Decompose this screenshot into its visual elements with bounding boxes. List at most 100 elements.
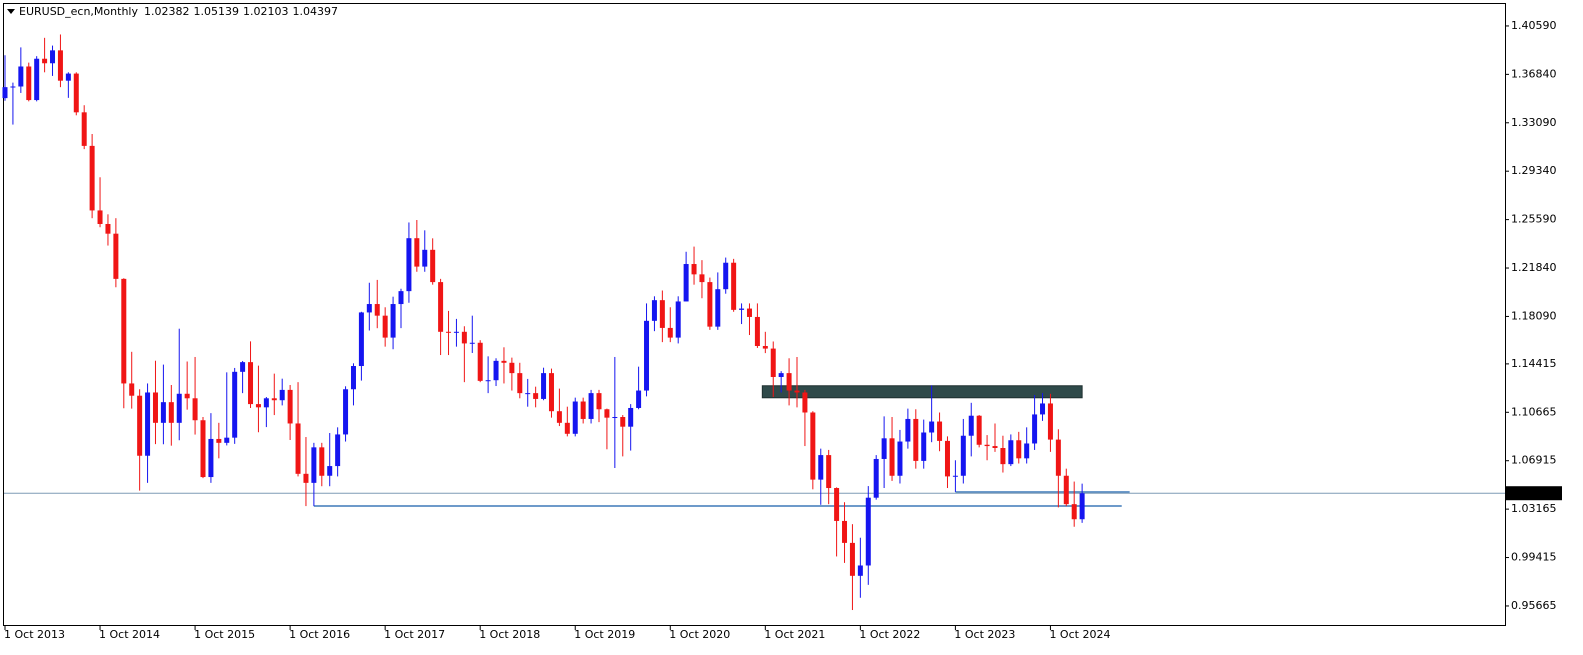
candle-body [1063, 475, 1069, 505]
candle-body [374, 304, 380, 316]
x-tick-label: 1 Oct 2022 [859, 628, 920, 641]
candle-body [509, 362, 515, 374]
candle-body [786, 373, 792, 391]
candle-body [770, 348, 776, 377]
candle-body [889, 438, 895, 476]
candle-body [34, 58, 40, 101]
candle-body [105, 223, 111, 234]
candle-body [842, 520, 848, 543]
price-label-box [1506, 486, 1562, 501]
candle-body [446, 331, 452, 333]
candle-body [588, 393, 594, 419]
x-tick-label: 1 Oct 2021 [764, 628, 825, 641]
plot-frame [3, 3, 1506, 626]
candle-body [976, 415, 982, 445]
candle-body [121, 278, 127, 384]
candle-body [612, 417, 618, 419]
x-tick-label: 1 Oct 2018 [479, 628, 540, 641]
candle-body [762, 346, 768, 349]
candle-body [667, 327, 673, 338]
candle-body [651, 300, 657, 321]
candle-body [485, 380, 491, 382]
resistance-zone [761, 385, 1083, 399]
candle-body [517, 373, 523, 394]
candle-body [137, 395, 143, 456]
low-value: 1.02103 [243, 5, 289, 18]
x-tick-label: 1 Oct 2015 [194, 628, 255, 641]
candle-body [849, 542, 855, 576]
y-tick-label: 0.95665 [1511, 599, 1557, 612]
candle-body [1047, 403, 1053, 440]
y-tick-label: 1.18090 [1511, 309, 1557, 322]
candle-body [184, 393, 190, 399]
candle-body [327, 466, 333, 476]
candle-body [469, 342, 475, 344]
menu-triangle[interactable] [7, 9, 15, 14]
candle-body [636, 390, 642, 408]
candle-body [921, 432, 927, 461]
candle-body [263, 398, 269, 408]
x-tick-label: 1 Oct 2016 [289, 628, 350, 641]
candle-body [1055, 439, 1061, 476]
candle-body [968, 415, 974, 436]
candle-body [319, 447, 325, 476]
candle-body [984, 444, 990, 447]
candle-body [311, 447, 317, 483]
x-tick-label: 1 Oct 2017 [384, 628, 445, 641]
candle-body [232, 371, 238, 438]
x-tick-label: 1 Oct 2024 [1049, 628, 1110, 641]
candle-body [944, 440, 950, 477]
candle-body [556, 411, 562, 423]
candle-body [501, 360, 507, 363]
candle-body [873, 458, 879, 498]
y-tick-label: 1.36840 [1511, 67, 1557, 80]
y-tick-label: 1.25590 [1511, 213, 1557, 226]
candle-body [398, 291, 404, 305]
candle-body [683, 264, 689, 302]
candle-body [255, 404, 261, 408]
y-tick-label: 1.33090 [1511, 116, 1557, 129]
candle-body [438, 282, 444, 332]
candle-body [152, 392, 158, 423]
candle-body [881, 438, 887, 459]
candle-body [826, 455, 832, 489]
candle-body [596, 393, 602, 410]
candle-body [113, 233, 119, 279]
candle-body [1024, 443, 1030, 459]
candle-body [224, 437, 230, 443]
y-tick-label: 1.10665 [1511, 405, 1557, 418]
candle-body [50, 50, 56, 64]
candle-body [493, 360, 499, 381]
close-value: 1.04397 [292, 5, 338, 18]
candle-body [699, 274, 705, 283]
candle-body [580, 401, 586, 419]
symbol-title: EURUSD_ecn,Monthly [19, 5, 138, 18]
candle-body [659, 300, 665, 328]
candle-body [731, 262, 737, 310]
candle-body [675, 301, 681, 338]
candle-body [129, 383, 135, 396]
candle-body [366, 304, 372, 313]
candle-body [145, 392, 151, 456]
candle-body [723, 262, 729, 290]
candle-body [541, 373, 547, 399]
candle-body [715, 289, 721, 327]
candle-body [794, 390, 800, 393]
candle-body [295, 423, 301, 474]
candle-body [746, 308, 752, 317]
candle-body [160, 402, 166, 423]
candle-body [691, 264, 697, 275]
candle-body [897, 441, 903, 476]
candle-body [89, 145, 95, 211]
candle-body [905, 418, 911, 442]
y-tick-label: 1.21840 [1511, 261, 1557, 274]
x-tick-label: 1 Oct 2023 [954, 628, 1015, 641]
candle-body [1040, 403, 1046, 415]
candle-body [453, 331, 459, 333]
candle-body [952, 475, 958, 477]
candle-body [525, 393, 531, 395]
candle-body [430, 249, 436, 283]
candle-body [406, 238, 412, 292]
candle-body [834, 488, 840, 521]
